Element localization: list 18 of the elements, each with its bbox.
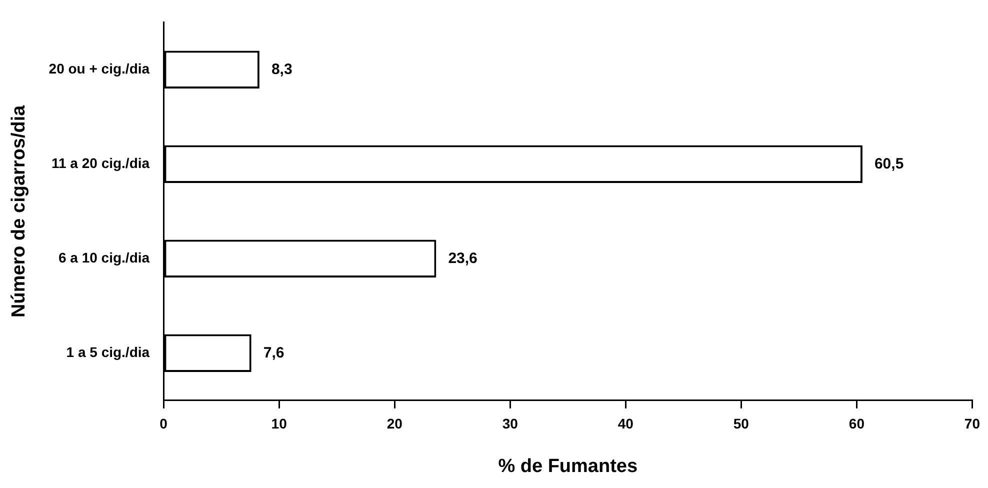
x-tick-label: 0: [160, 416, 168, 432]
data-label: 7,6: [263, 344, 284, 362]
y-axis-title: Número de cigarros/dia: [8, 104, 30, 318]
x-tick-label: 50: [733, 416, 750, 432]
x-tick-label: 40: [618, 416, 634, 432]
data-label: 60,5: [874, 155, 904, 172]
x-tick-label: 70: [964, 416, 980, 432]
data-label: 8,3: [271, 60, 292, 78]
x-tick-label: 60: [848, 416, 865, 432]
y-tick-label: 6 a 10 cig./dia: [58, 250, 150, 266]
data-label: 23,6: [448, 250, 478, 267]
x-tick-label: 30: [502, 416, 518, 432]
y-tick-label: 20 ou + cig./dia: [48, 60, 150, 77]
x-tick-label: 20: [386, 416, 403, 432]
y-tick-label: 11 a 20 cig./dia: [51, 155, 150, 172]
x-tick-label: 10: [271, 416, 288, 432]
x-axis-title: % de Fumantes: [498, 456, 638, 477]
y-tick-label: 1 a 5 cig./dia: [66, 344, 150, 360]
